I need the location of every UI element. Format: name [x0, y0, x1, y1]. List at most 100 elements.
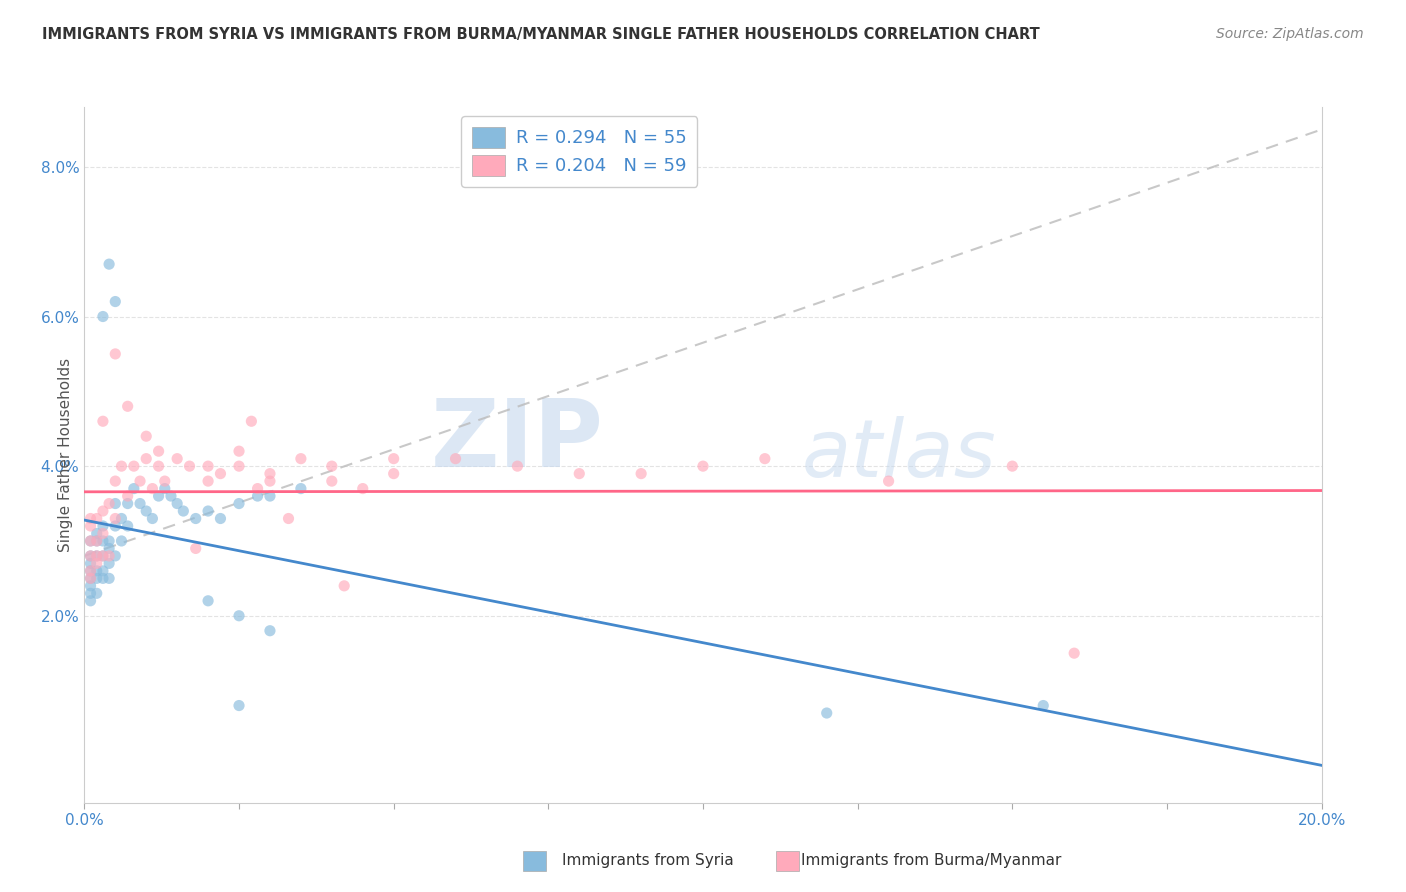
Point	[79, 594, 101, 608]
Point	[86, 526, 108, 541]
Point	[197, 474, 219, 488]
Text: Immigrants from Burma/Myanmar: Immigrants from Burma/Myanmar	[801, 854, 1062, 868]
Point	[86, 533, 108, 548]
Point	[209, 467, 232, 481]
Point	[166, 451, 188, 466]
Point	[79, 586, 101, 600]
Point	[91, 414, 114, 428]
Point	[246, 482, 269, 496]
Point	[240, 414, 263, 428]
Point	[104, 474, 127, 488]
Point	[259, 624, 281, 638]
Point	[86, 571, 108, 585]
Point	[79, 533, 101, 548]
Point	[98, 541, 121, 556]
Point	[91, 549, 114, 563]
Point	[79, 549, 101, 563]
Point	[148, 489, 170, 503]
Point	[209, 511, 232, 525]
Point	[153, 474, 176, 488]
Point	[91, 533, 114, 548]
Point	[568, 467, 591, 481]
Text: atlas: atlas	[801, 416, 997, 494]
Point	[166, 497, 188, 511]
Legend: R = 0.294   N = 55, R = 0.204   N = 59: R = 0.294 N = 55, R = 0.204 N = 59	[461, 116, 697, 186]
Point	[86, 557, 108, 571]
Point	[277, 511, 299, 525]
Point	[179, 459, 201, 474]
Point	[1032, 698, 1054, 713]
Point	[148, 444, 170, 458]
Point	[122, 482, 145, 496]
Point	[259, 474, 281, 488]
Point	[110, 533, 132, 548]
Point	[98, 257, 121, 271]
Point	[91, 519, 114, 533]
Point	[352, 482, 374, 496]
Point	[197, 504, 219, 518]
Point	[692, 459, 714, 474]
Point	[91, 504, 114, 518]
Point	[104, 549, 127, 563]
Point	[86, 511, 108, 525]
Text: IMMIGRANTS FROM SYRIA VS IMMIGRANTS FROM BURMA/MYANMAR SINGLE FATHER HOUSEHOLDS : IMMIGRANTS FROM SYRIA VS IMMIGRANTS FROM…	[42, 27, 1040, 42]
Point	[104, 497, 127, 511]
Point	[197, 459, 219, 474]
Point	[321, 474, 343, 488]
Point	[79, 533, 101, 548]
Text: Immigrants from Syria: Immigrants from Syria	[562, 854, 734, 868]
Point	[135, 504, 157, 518]
Point	[197, 594, 219, 608]
Point	[141, 482, 163, 496]
Point	[98, 571, 121, 585]
Point	[877, 474, 900, 488]
Point	[104, 294, 127, 309]
Point	[91, 571, 114, 585]
Point	[79, 564, 101, 578]
Point	[98, 549, 121, 563]
Point	[91, 564, 114, 578]
Point	[79, 579, 101, 593]
Point	[815, 706, 838, 720]
Point	[135, 429, 157, 443]
Point	[79, 557, 101, 571]
Point	[333, 579, 356, 593]
Point	[104, 511, 127, 525]
Point	[86, 533, 108, 548]
Point	[98, 497, 121, 511]
Point	[86, 564, 108, 578]
Point	[172, 504, 194, 518]
Point	[754, 451, 776, 466]
Point	[91, 310, 114, 324]
Point	[1063, 646, 1085, 660]
Point	[98, 557, 121, 571]
Point	[228, 497, 250, 511]
Y-axis label: Single Father Households: Single Father Households	[58, 358, 73, 552]
Point	[228, 608, 250, 623]
Point	[228, 698, 250, 713]
Text: ZIP: ZIP	[432, 395, 605, 487]
Point	[86, 586, 108, 600]
Point	[79, 549, 101, 563]
Point	[184, 541, 207, 556]
Point	[321, 459, 343, 474]
Point	[148, 459, 170, 474]
Point	[86, 549, 108, 563]
Point	[135, 451, 157, 466]
Point	[228, 444, 250, 458]
Point	[91, 549, 114, 563]
Point	[259, 489, 281, 503]
Point	[104, 519, 127, 533]
Point	[630, 467, 652, 481]
Point	[79, 564, 101, 578]
Point	[104, 347, 127, 361]
Point	[160, 489, 183, 503]
Point	[382, 451, 405, 466]
Point	[79, 519, 101, 533]
Point	[1001, 459, 1024, 474]
Point	[79, 571, 101, 585]
Point	[444, 451, 467, 466]
Point	[382, 467, 405, 481]
Point	[122, 459, 145, 474]
Point	[79, 511, 101, 525]
